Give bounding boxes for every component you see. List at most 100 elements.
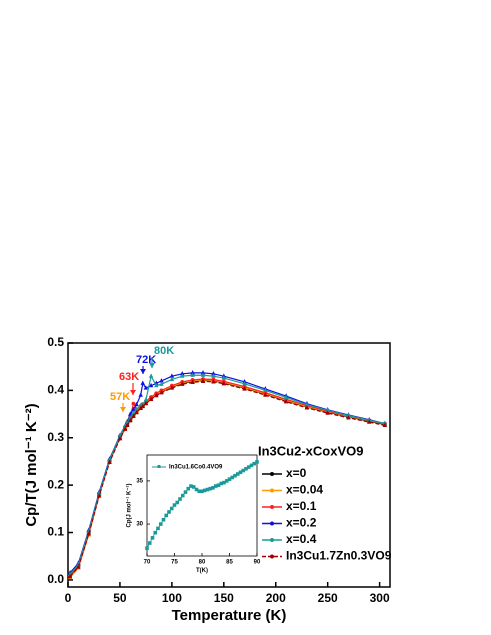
marker: [148, 373, 154, 378]
marker: [161, 517, 166, 522]
annotation: 72K: [136, 354, 156, 366]
annotation: 80K: [154, 345, 174, 357]
marker: [180, 493, 185, 498]
marker: [150, 536, 155, 540]
marker: [169, 376, 175, 382]
marker: [200, 372, 206, 377]
marker: [224, 479, 229, 483]
marker: [143, 385, 149, 390]
marker: [122, 426, 128, 431]
legend-label: x=0.4: [286, 532, 317, 546]
plot-frame: [146, 454, 258, 557]
marker: [242, 386, 247, 391]
x-tick-label: 100: [162, 591, 182, 605]
y-tick-label: 0.4: [47, 383, 64, 397]
marker: [235, 472, 240, 476]
x-tick-label: 200: [266, 591, 286, 605]
legend-marker: [270, 488, 274, 493]
marker: [140, 403, 145, 409]
marker: [190, 372, 195, 377]
legend-title: In3Cu2-xCoxVO9: [258, 443, 363, 458]
marker: [164, 513, 169, 518]
y-tick-label: 0.0: [47, 572, 64, 586]
marker: [117, 435, 123, 441]
marker: [283, 398, 289, 404]
marker: [131, 413, 136, 419]
legend-marker: [270, 554, 274, 559]
annotation-arrowhead: [120, 407, 126, 412]
marker: [304, 405, 310, 410]
marker: [255, 460, 259, 464]
marker: [219, 481, 224, 486]
annotation-arrowhead: [149, 363, 155, 368]
marker: [148, 382, 154, 388]
legend-label: x=0.2: [286, 516, 317, 530]
annotation-arrowhead: [130, 390, 136, 395]
marker: [242, 380, 247, 386]
x-tick-label: 90: [254, 560, 261, 566]
marker: [169, 506, 174, 511]
marker: [124, 422, 130, 428]
y-axis-label: Cp/T(J mol⁻¹ K⁻²): [23, 403, 40, 526]
legend-marker: [270, 472, 274, 476]
marker: [156, 526, 160, 531]
marker: [244, 467, 248, 471]
marker: [249, 463, 254, 468]
x-tick-label: 80: [199, 560, 206, 566]
marker: [138, 392, 143, 397]
x-axis-label: Temperature (K): [172, 607, 287, 624]
marker: [246, 465, 251, 469]
marker: [233, 473, 237, 478]
marker: [211, 379, 216, 384]
marker: [230, 475, 235, 480]
series: [145, 460, 259, 551]
marker: [197, 489, 202, 494]
legend-marker: [270, 521, 274, 526]
series: [67, 378, 388, 579]
inset-legend-label: In3Cu1.6Co0.4VO9: [169, 465, 223, 471]
marker: [325, 410, 330, 415]
marker: [180, 373, 185, 378]
x-tick-label: 50: [113, 591, 127, 605]
marker: [140, 380, 145, 385]
legend-marker: [270, 538, 274, 542]
marker: [76, 564, 81, 569]
marker: [183, 490, 188, 494]
marker: [216, 483, 221, 488]
x-tick-label: 300: [370, 591, 390, 605]
marker: [382, 422, 388, 428]
marker: [159, 389, 164, 395]
marker: [159, 381, 164, 386]
marker: [202, 488, 207, 493]
legend-label: x=0: [286, 466, 307, 480]
marker: [227, 477, 232, 481]
legend-label: x=0.1: [286, 499, 317, 513]
marker: [241, 468, 246, 473]
marker: [175, 500, 180, 505]
marker: [154, 392, 159, 398]
marker: [222, 480, 226, 485]
marker: [167, 510, 171, 514]
y-tick-label: 0.2: [47, 477, 64, 491]
x-tick-label: 85: [226, 560, 233, 566]
marker: [180, 381, 185, 386]
marker: [67, 573, 73, 579]
marker: [211, 486, 215, 490]
marker: [143, 400, 149, 406]
marker: [194, 487, 199, 492]
marker: [128, 417, 133, 423]
marker: [190, 379, 195, 384]
marker: [283, 394, 289, 400]
marker: [178, 497, 182, 501]
marker: [346, 415, 351, 420]
marker: [131, 401, 136, 406]
marker: [169, 385, 175, 390]
legend-label: In3Cu1.7Zn0.3VO9: [286, 549, 392, 563]
marker: [238, 470, 243, 475]
x-tick-label: 250: [318, 591, 338, 605]
marker: [153, 530, 158, 535]
marker: [96, 493, 102, 498]
marker: [200, 489, 204, 494]
marker: [205, 487, 210, 492]
marker: [172, 503, 177, 507]
